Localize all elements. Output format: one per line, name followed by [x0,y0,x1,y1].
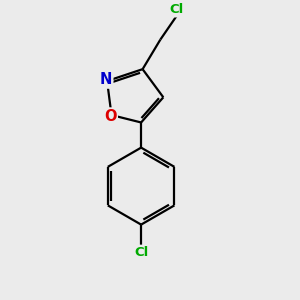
Text: O: O [104,109,116,124]
Text: Cl: Cl [134,246,148,259]
Text: Cl: Cl [169,3,184,16]
Text: N: N [99,72,112,87]
